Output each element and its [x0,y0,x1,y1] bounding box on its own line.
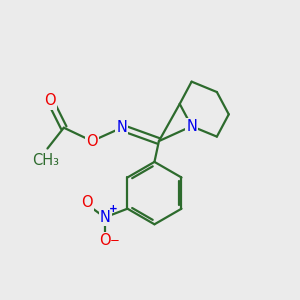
Text: N: N [100,210,111,225]
Text: N: N [186,119,197,134]
Text: −: − [110,234,120,247]
Text: O: O [86,134,98,148]
Text: O: O [45,94,56,109]
Text: CH₃: CH₃ [32,153,59,168]
Text: N: N [116,120,127,135]
Text: O: O [99,233,111,248]
Text: O: O [81,195,92,210]
Text: +: + [109,204,118,214]
